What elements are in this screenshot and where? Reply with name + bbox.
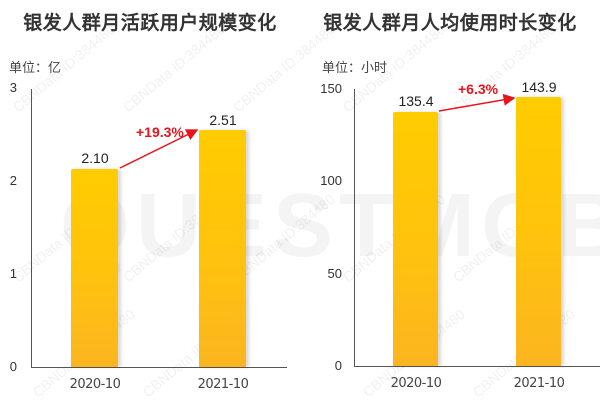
- value-label: 143.9: [521, 79, 557, 95]
- unit-label: 单位：亿: [9, 61, 62, 76]
- value-label: 135.4: [398, 93, 434, 109]
- chart-title: 银发人群月活跃用户规模变化: [23, 12, 277, 34]
- chart-title: 银发人群月人均使用时长变化: [323, 12, 577, 34]
- y-tick-2: 2: [9, 173, 17, 188]
- y-axis: [31, 89, 32, 367]
- y-tick-0: 0: [334, 358, 342, 373]
- x-axis: [31, 367, 287, 368]
- growth-arrow-icon: [438, 93, 516, 112]
- value-label: 2.51: [209, 112, 237, 128]
- bar-2021-10: [199, 130, 246, 367]
- y-tick-150: 150: [320, 81, 342, 96]
- bar-2021-10: [516, 97, 561, 366]
- growth-annotation: +19.3%: [136, 124, 184, 140]
- bar-2020-10: [71, 169, 118, 367]
- y-tick-3: 3: [9, 80, 17, 95]
- growth-annotation: +6.3%: [458, 81, 499, 97]
- x-axis: [354, 366, 600, 367]
- unit-label: 单位：小时: [322, 61, 388, 76]
- y-tick-1: 1: [9, 266, 17, 281]
- y-tick-0: 0: [9, 359, 17, 374]
- x-tick-label: 2021-10: [513, 376, 565, 391]
- x-tick-label: 2021-10: [197, 377, 249, 392]
- y-axis: [354, 89, 355, 366]
- growth-arrow-icon: [119, 129, 199, 169]
- value-label: 2.10: [81, 150, 109, 166]
- chart-monthly-active-users: 银发人群月活跃用户规模变化 单位：亿 3 2 1 0 2.10 2.51 +19…: [9, 12, 287, 392]
- x-tick-label: 2020-10: [69, 377, 121, 392]
- y-tick-50: 50: [327, 266, 342, 281]
- chart-usage-time: 银发人群月人均使用时长变化 单位：小时 150 100 50 0 135.4 1…: [300, 0, 600, 400]
- x-tick-label: 2020-10: [390, 376, 442, 391]
- bar-2020-10: [393, 112, 438, 366]
- y-tick-100: 100: [320, 173, 342, 188]
